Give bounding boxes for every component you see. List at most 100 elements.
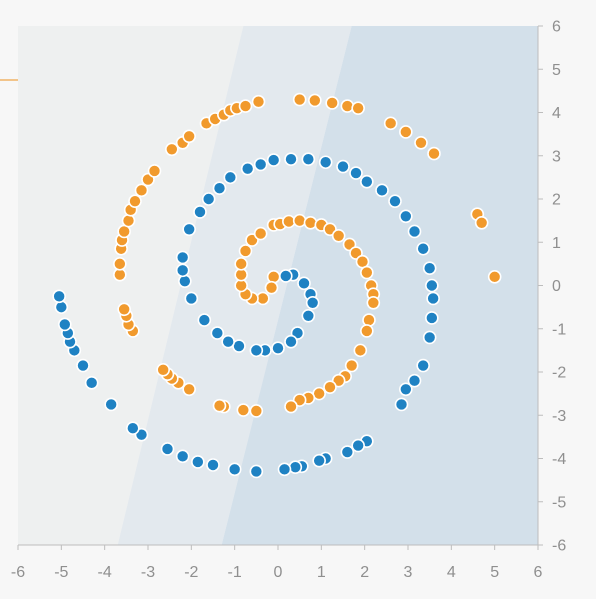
region-light	[18, 26, 244, 545]
data-point-series-1	[191, 455, 205, 469]
y-tick-label: 5	[552, 62, 561, 79]
data-point-series-1	[197, 313, 212, 327]
x-tick-label: -6	[11, 564, 25, 581]
data-point-series-1	[223, 170, 238, 185]
data-point-series-2	[360, 324, 374, 338]
data-point-series-2	[266, 270, 281, 284]
data-point-series-1	[175, 449, 190, 464]
data-point-series-1	[297, 276, 311, 291]
data-point-series-2	[360, 265, 374, 280]
data-point-series-2	[147, 164, 162, 178]
y-tick-label: -4	[552, 451, 566, 468]
data-point-series-1	[375, 183, 389, 198]
x-tick-label: 4	[447, 564, 456, 581]
data-point-series-1	[271, 341, 285, 356]
y-tick-label: 6	[552, 19, 561, 36]
data-point-series-1	[425, 311, 439, 325]
data-point-series-1	[422, 261, 437, 276]
data-point-series-1	[360, 174, 374, 189]
data-point-series-2	[427, 146, 441, 161]
data-point-series-2	[308, 93, 322, 108]
data-point-series-1	[126, 421, 140, 436]
data-point-series-1	[212, 181, 227, 195]
data-point-series-1	[52, 289, 66, 304]
data-point-series-2	[487, 270, 502, 284]
x-tick-label: 3	[404, 564, 413, 581]
data-point-series-2	[366, 295, 381, 310]
data-point-series-2	[212, 398, 227, 413]
data-point-series-1	[301, 308, 316, 323]
data-point-series-1	[318, 155, 333, 170]
data-point-series-1	[305, 295, 320, 310]
data-point-series-2	[414, 135, 428, 150]
data-point-series-2	[303, 215, 318, 230]
data-point-series-1	[288, 460, 303, 474]
data-point-series-1	[351, 438, 365, 453]
x-tick-label: 1	[317, 564, 326, 581]
data-point-series-2	[292, 213, 307, 228]
data-point-series-1	[54, 300, 69, 314]
data-point-series-2	[264, 280, 279, 295]
y-tick-label: 3	[552, 148, 561, 165]
data-point-series-2	[134, 183, 149, 198]
data-point-series-2	[474, 215, 489, 230]
data-point-series-1	[425, 278, 439, 293]
data-point-series-1	[182, 222, 196, 237]
data-point-series-2	[323, 380, 337, 394]
data-point-series-1	[340, 445, 355, 459]
data-point-series-1	[422, 330, 437, 345]
data-point-series-2	[234, 257, 248, 271]
data-point-series-2	[399, 125, 413, 139]
y-tick-label: -3	[552, 408, 566, 425]
data-point-series-1	[394, 397, 409, 412]
x-tick-label: -4	[98, 564, 112, 581]
data-point-series-1	[240, 161, 255, 176]
data-point-series-1	[284, 152, 298, 167]
region-dark	[221, 26, 538, 545]
data-point-series-1	[249, 343, 264, 358]
y-tick-label: -1	[552, 321, 566, 338]
data-point-series-1	[175, 263, 190, 278]
data-point-series-2	[325, 96, 339, 110]
y-tick-label: 2	[552, 192, 561, 209]
data-point-series-2	[344, 358, 359, 373]
data-point-series-1	[84, 376, 99, 390]
data-point-series-1	[104, 397, 118, 412]
data-point-series-1	[349, 166, 363, 180]
data-point-series-1	[201, 192, 216, 206]
data-point-series-2	[113, 257, 127, 271]
data-point-series-1	[407, 224, 422, 239]
data-point-series-1	[278, 269, 293, 283]
data-point-series-1	[160, 442, 175, 456]
data-point-series-1	[193, 205, 207, 219]
data-point-series-1	[206, 458, 220, 472]
data-point-series-2	[353, 343, 368, 358]
data-point-series-1	[407, 373, 422, 388]
data-point-series-2	[117, 302, 131, 317]
data-point-series-1	[416, 241, 430, 256]
data-point-series-1	[312, 453, 326, 468]
data-point-series-2	[340, 99, 355, 113]
data-point-series-2	[238, 244, 253, 258]
data-point-series-2	[284, 399, 298, 414]
data-point-series-2	[249, 404, 264, 418]
data-point-series-2	[182, 382, 196, 397]
x-tick-label: -3	[141, 564, 155, 581]
data-point-series-2	[121, 213, 136, 228]
data-point-series-2	[182, 129, 196, 144]
data-point-series-2	[362, 313, 376, 327]
data-point-series-1	[399, 209, 413, 224]
y-tick-label: 0	[552, 278, 561, 295]
y-tick-label: 4	[552, 105, 561, 122]
data-point-series-2	[238, 99, 253, 113]
x-tick-label: -2	[184, 564, 198, 581]
data-point-series-1	[399, 382, 413, 397]
decision-regions	[18, 26, 538, 545]
data-point-series-1	[58, 317, 72, 332]
data-point-series-1	[184, 291, 199, 306]
x-tick-label: -5	[54, 564, 68, 581]
data-point-series-2	[351, 101, 365, 115]
data-point-series-1	[426, 291, 440, 306]
x-tick-label: 0	[274, 564, 283, 581]
